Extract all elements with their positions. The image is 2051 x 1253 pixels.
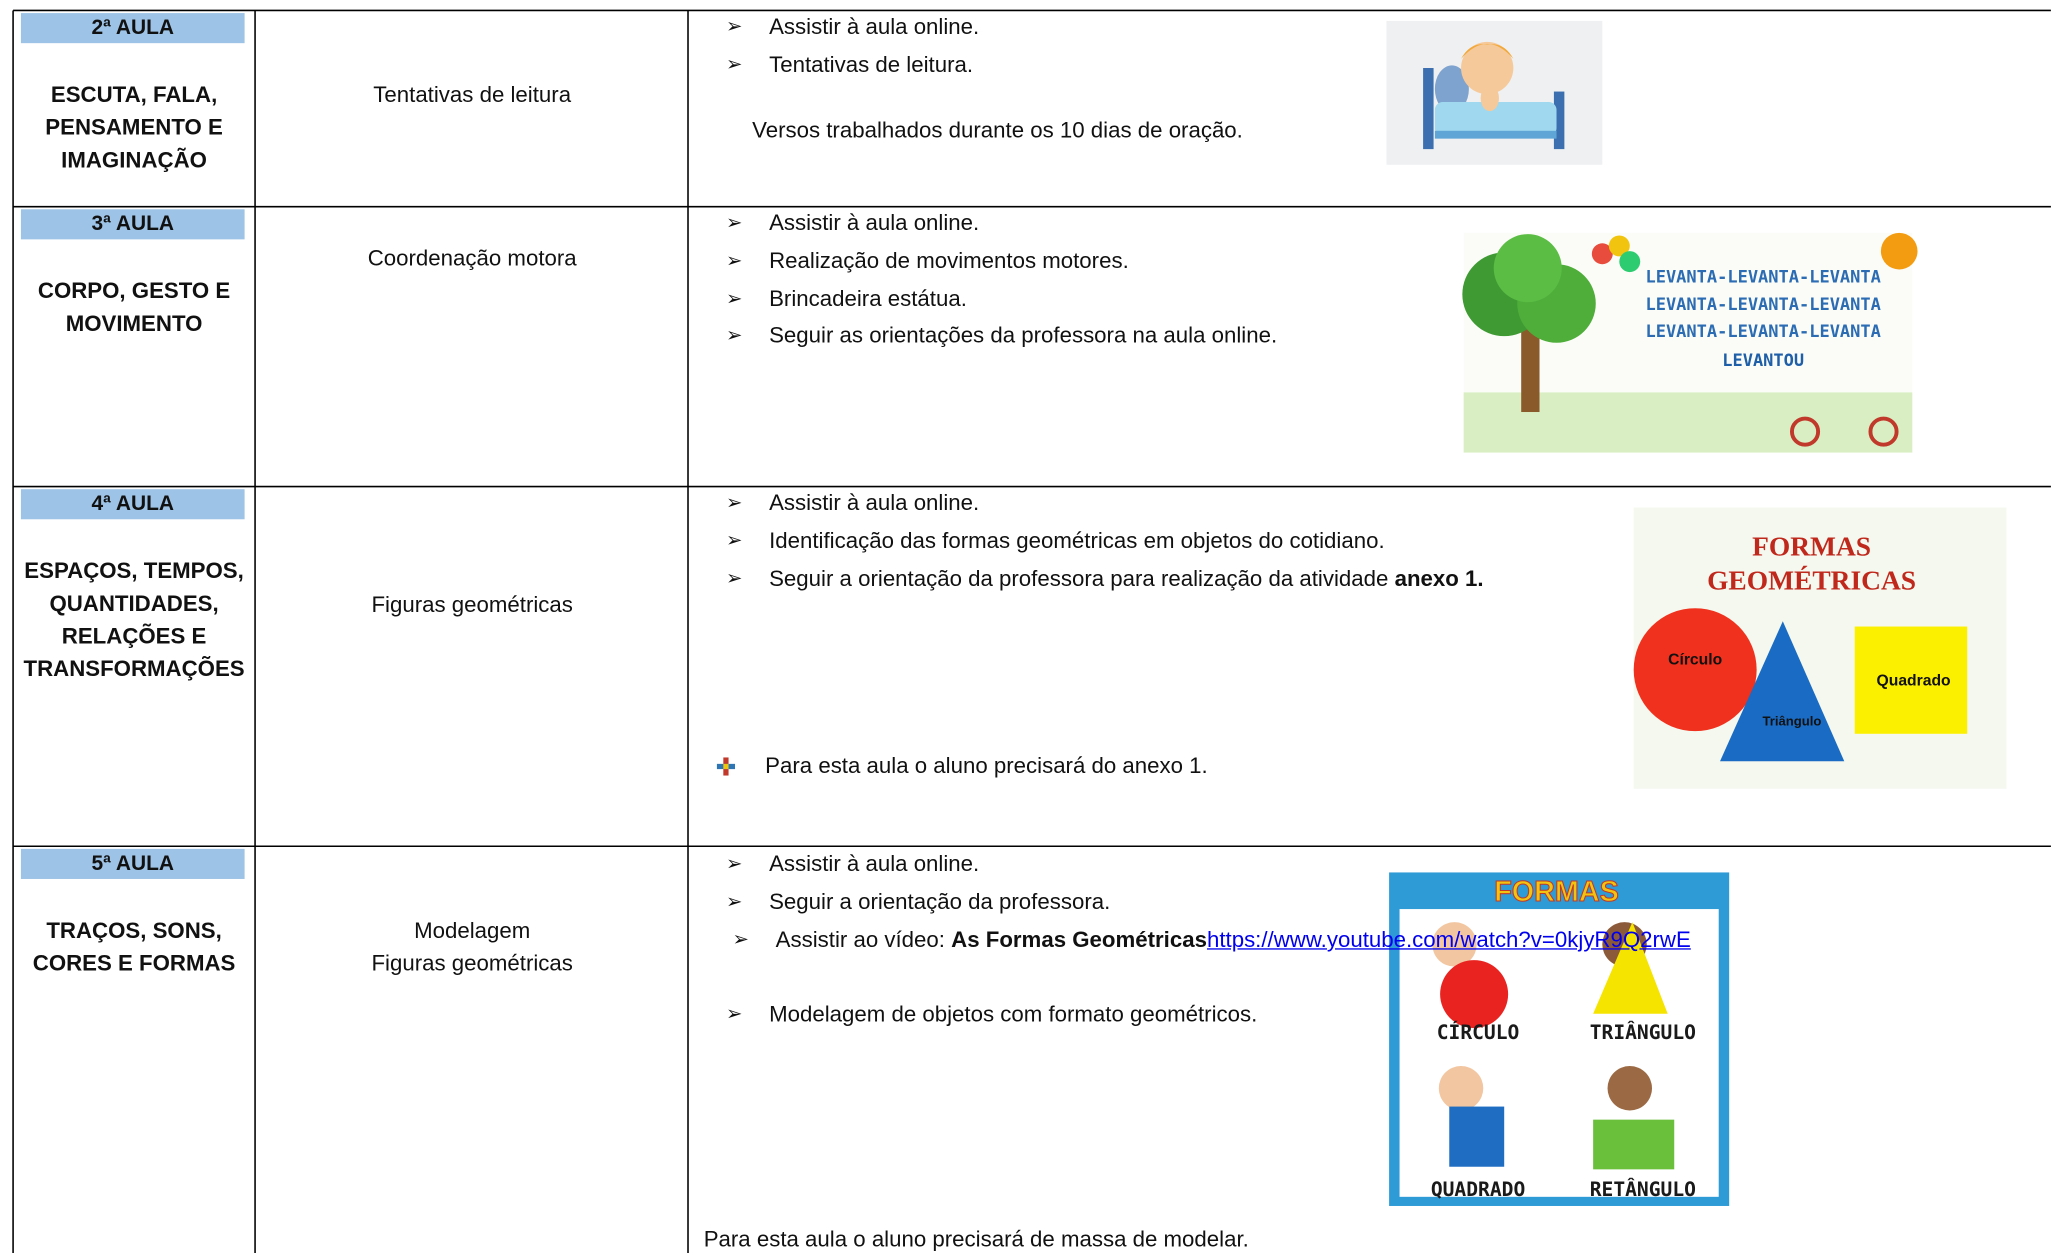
item-text: Assistir à aula online. xyxy=(769,14,980,40)
image-formas-criancas: FORMAS CÍRCULO TRIÂNGULO QUADRADO RETÂNGULO xyxy=(1389,872,1730,1206)
activity-item: Tentativas de leitura. xyxy=(726,51,974,80)
image-text: RETÂNGULO xyxy=(1590,1178,1696,1201)
activity-item: Assistir à aula online. xyxy=(726,850,980,879)
topic-line: Figuras geométricas xyxy=(371,592,573,618)
lesson-title: TRAÇOS, SONS, CORES E FORMAS xyxy=(32,918,236,976)
item-text: Tentativas de leitura. xyxy=(769,52,974,78)
item-bold: anexo 1. xyxy=(1394,566,1484,592)
lesson-note: Para esta aula o aluno precisará de mass… xyxy=(703,1226,1249,1252)
image-text: CÍRCULO xyxy=(1437,1021,1520,1044)
image-text: LEVANTOU xyxy=(1722,351,1804,371)
activity-item: Brincadeira estátua. xyxy=(726,285,967,314)
item-text: Assistir à aula online. xyxy=(769,490,980,516)
activity-item: Modelagem de objetos com formato geométr… xyxy=(726,1001,1258,1030)
item-text: Seguir a orientação da professora para r… xyxy=(769,566,1395,592)
item-text: Brincadeira estátua. xyxy=(769,286,967,312)
image-text: TRIÂNGULO xyxy=(1590,1021,1696,1044)
lesson-label: 5ª AULA xyxy=(20,848,245,879)
image-praying-child xyxy=(1386,20,1603,165)
activity-item: Identificação das formas geométricas em … xyxy=(726,527,1385,556)
video-link[interactable]: https://www.youtube.com/watch?v=0kjyR9Q2… xyxy=(1206,927,1691,953)
lesson-topic: Tentativas de leitura xyxy=(256,78,688,111)
activity-item: Seguir a orientação da professora para r… xyxy=(726,565,1484,594)
image-text: QUADRADO xyxy=(1431,1178,1525,1201)
item-text: Assistir à aula online. xyxy=(769,851,980,877)
topic-line: Modelagem xyxy=(414,918,531,944)
image-text: FORMAS xyxy=(1752,532,1871,562)
topic-line: Tentativas de leitura xyxy=(373,82,572,108)
lesson-title: CORPO, GESTO E MOVIMENTO xyxy=(37,278,231,337)
activity-item: Realização de movimentos motores. xyxy=(726,247,1129,276)
lesson-topic: Modelagem Figuras geométricas xyxy=(256,914,688,979)
table-lines xyxy=(12,9,2051,1253)
activity-item: Assistir à aula online. xyxy=(726,13,980,42)
activity-item: Assistir à aula online. xyxy=(726,489,980,518)
item-text: Identificação das formas geométricas em … xyxy=(769,528,1385,554)
lesson-topic: Figuras geométricas xyxy=(256,589,688,622)
lesson-label: 4ª AULA xyxy=(20,489,245,520)
item-text: Seguir as orientações da professora na a… xyxy=(769,323,1278,348)
item-bold: As Formas Geométricas xyxy=(951,927,1207,953)
item-text: Assistir à aula online. xyxy=(769,210,980,236)
item-text: Modelagem de objetos com formato geométr… xyxy=(769,1001,1258,1027)
image-levanta: LEVANTA-LEVANTA-LEVANTA LEVANTA-LEVANTA-L… xyxy=(1462,232,1918,453)
item-text: Assistir ao vídeo: xyxy=(775,927,952,953)
lesson-title: ESCUTA, FALA, PENSAMENTO E IMAGINAÇÃO xyxy=(45,82,223,173)
lesson-label: 3ª AULA xyxy=(20,209,245,240)
lesson-topic: Coordenação motora xyxy=(256,242,688,275)
activity-item: Assistir ao vídeo: As Formas Geométricas… xyxy=(732,926,1691,955)
item-text: Seguir a orientação da professora. xyxy=(769,889,1111,915)
activity-item: Seguir as orientações da professora na a… xyxy=(726,322,1278,351)
item-text: Realização de movimentos motores. xyxy=(769,248,1129,274)
image-text: LEVANTA-LEVANTA-LEVANTA xyxy=(1645,267,1880,287)
lesson-note: Para esta aula o aluno precisará do anex… xyxy=(765,753,1208,779)
image-text: LEVANTA-LEVANTA-LEVANTA xyxy=(1645,322,1880,342)
image-text: LEVANTA-LEVANTA-LEVANTA xyxy=(1645,295,1880,315)
topic-line: Figuras geométricas xyxy=(371,950,573,976)
image-text: Triângulo xyxy=(1763,713,1822,728)
image-text: Círculo xyxy=(1668,652,1722,669)
image-text: FORMAS xyxy=(1494,876,1619,908)
image-text: GEOMÉTRICAS xyxy=(1707,566,1916,596)
lesson-note: Versos trabalhados durante os 10 dias de… xyxy=(752,117,1243,143)
lesson-label: 2ª AULA xyxy=(20,13,245,44)
image-formas-geometricas: FORMAS GEOMÉTRICAS Círculo Triângulo Quadrad… xyxy=(1633,507,2007,789)
topic-line: Coordenação motora xyxy=(367,245,577,271)
lesson-title: ESPAÇOS, TEMPOS, QUANTIDADES, RELAÇÕES E… xyxy=(23,558,245,682)
note-icon xyxy=(716,757,736,776)
activity-item: Assistir à aula online. xyxy=(726,209,980,238)
image-text: Quadrado xyxy=(1877,673,1951,690)
activity-item: Seguir a orientação da professora. xyxy=(726,888,1111,917)
